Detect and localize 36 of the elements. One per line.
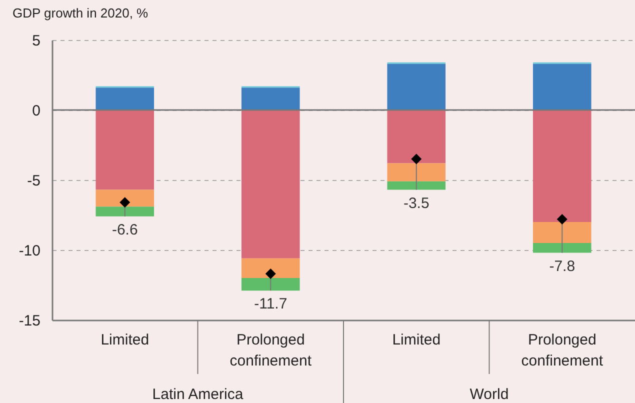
y-tick-label: -10 <box>18 242 40 260</box>
data-label: -6.6 <box>112 221 138 238</box>
x-tick-label: Prolonged confinement <box>521 332 604 370</box>
x-tick-label: Limited <box>100 332 150 348</box>
point <box>556 214 568 224</box>
bar <box>387 163 446 182</box>
bar <box>387 64 446 110</box>
y-axis-title: GDP growth in 2020, % <box>12 6 149 20</box>
bar <box>532 110 592 222</box>
y-tick-label: 5 <box>32 32 40 50</box>
x-tick-label: Limited <box>392 332 441 348</box>
y-tick-label: 0 <box>32 102 40 120</box>
point <box>265 268 276 280</box>
bar <box>532 64 592 110</box>
data-label: -7.8 <box>549 258 576 275</box>
bar <box>532 243 592 253</box>
bar <box>241 258 300 278</box>
text: World <box>470 386 509 403</box>
bar <box>96 190 154 207</box>
bar <box>96 110 154 190</box>
data-label: -3.5 <box>403 194 430 212</box>
bar <box>241 110 300 258</box>
y-tick-label: -5 <box>27 172 40 190</box>
point <box>120 197 130 208</box>
text: Latin America <box>152 386 244 403</box>
bar <box>241 88 300 110</box>
x-tick-label: Prolonged confinement <box>230 332 312 370</box>
data-label: -11.7 <box>254 296 288 313</box>
bar <box>532 222 592 243</box>
bar <box>241 278 300 291</box>
y-tick-label: -15 <box>18 312 40 330</box>
bar <box>387 181 446 190</box>
bar <box>96 88 154 110</box>
bar <box>96 206 154 216</box>
point <box>411 154 422 164</box>
bar <box>387 110 446 164</box>
